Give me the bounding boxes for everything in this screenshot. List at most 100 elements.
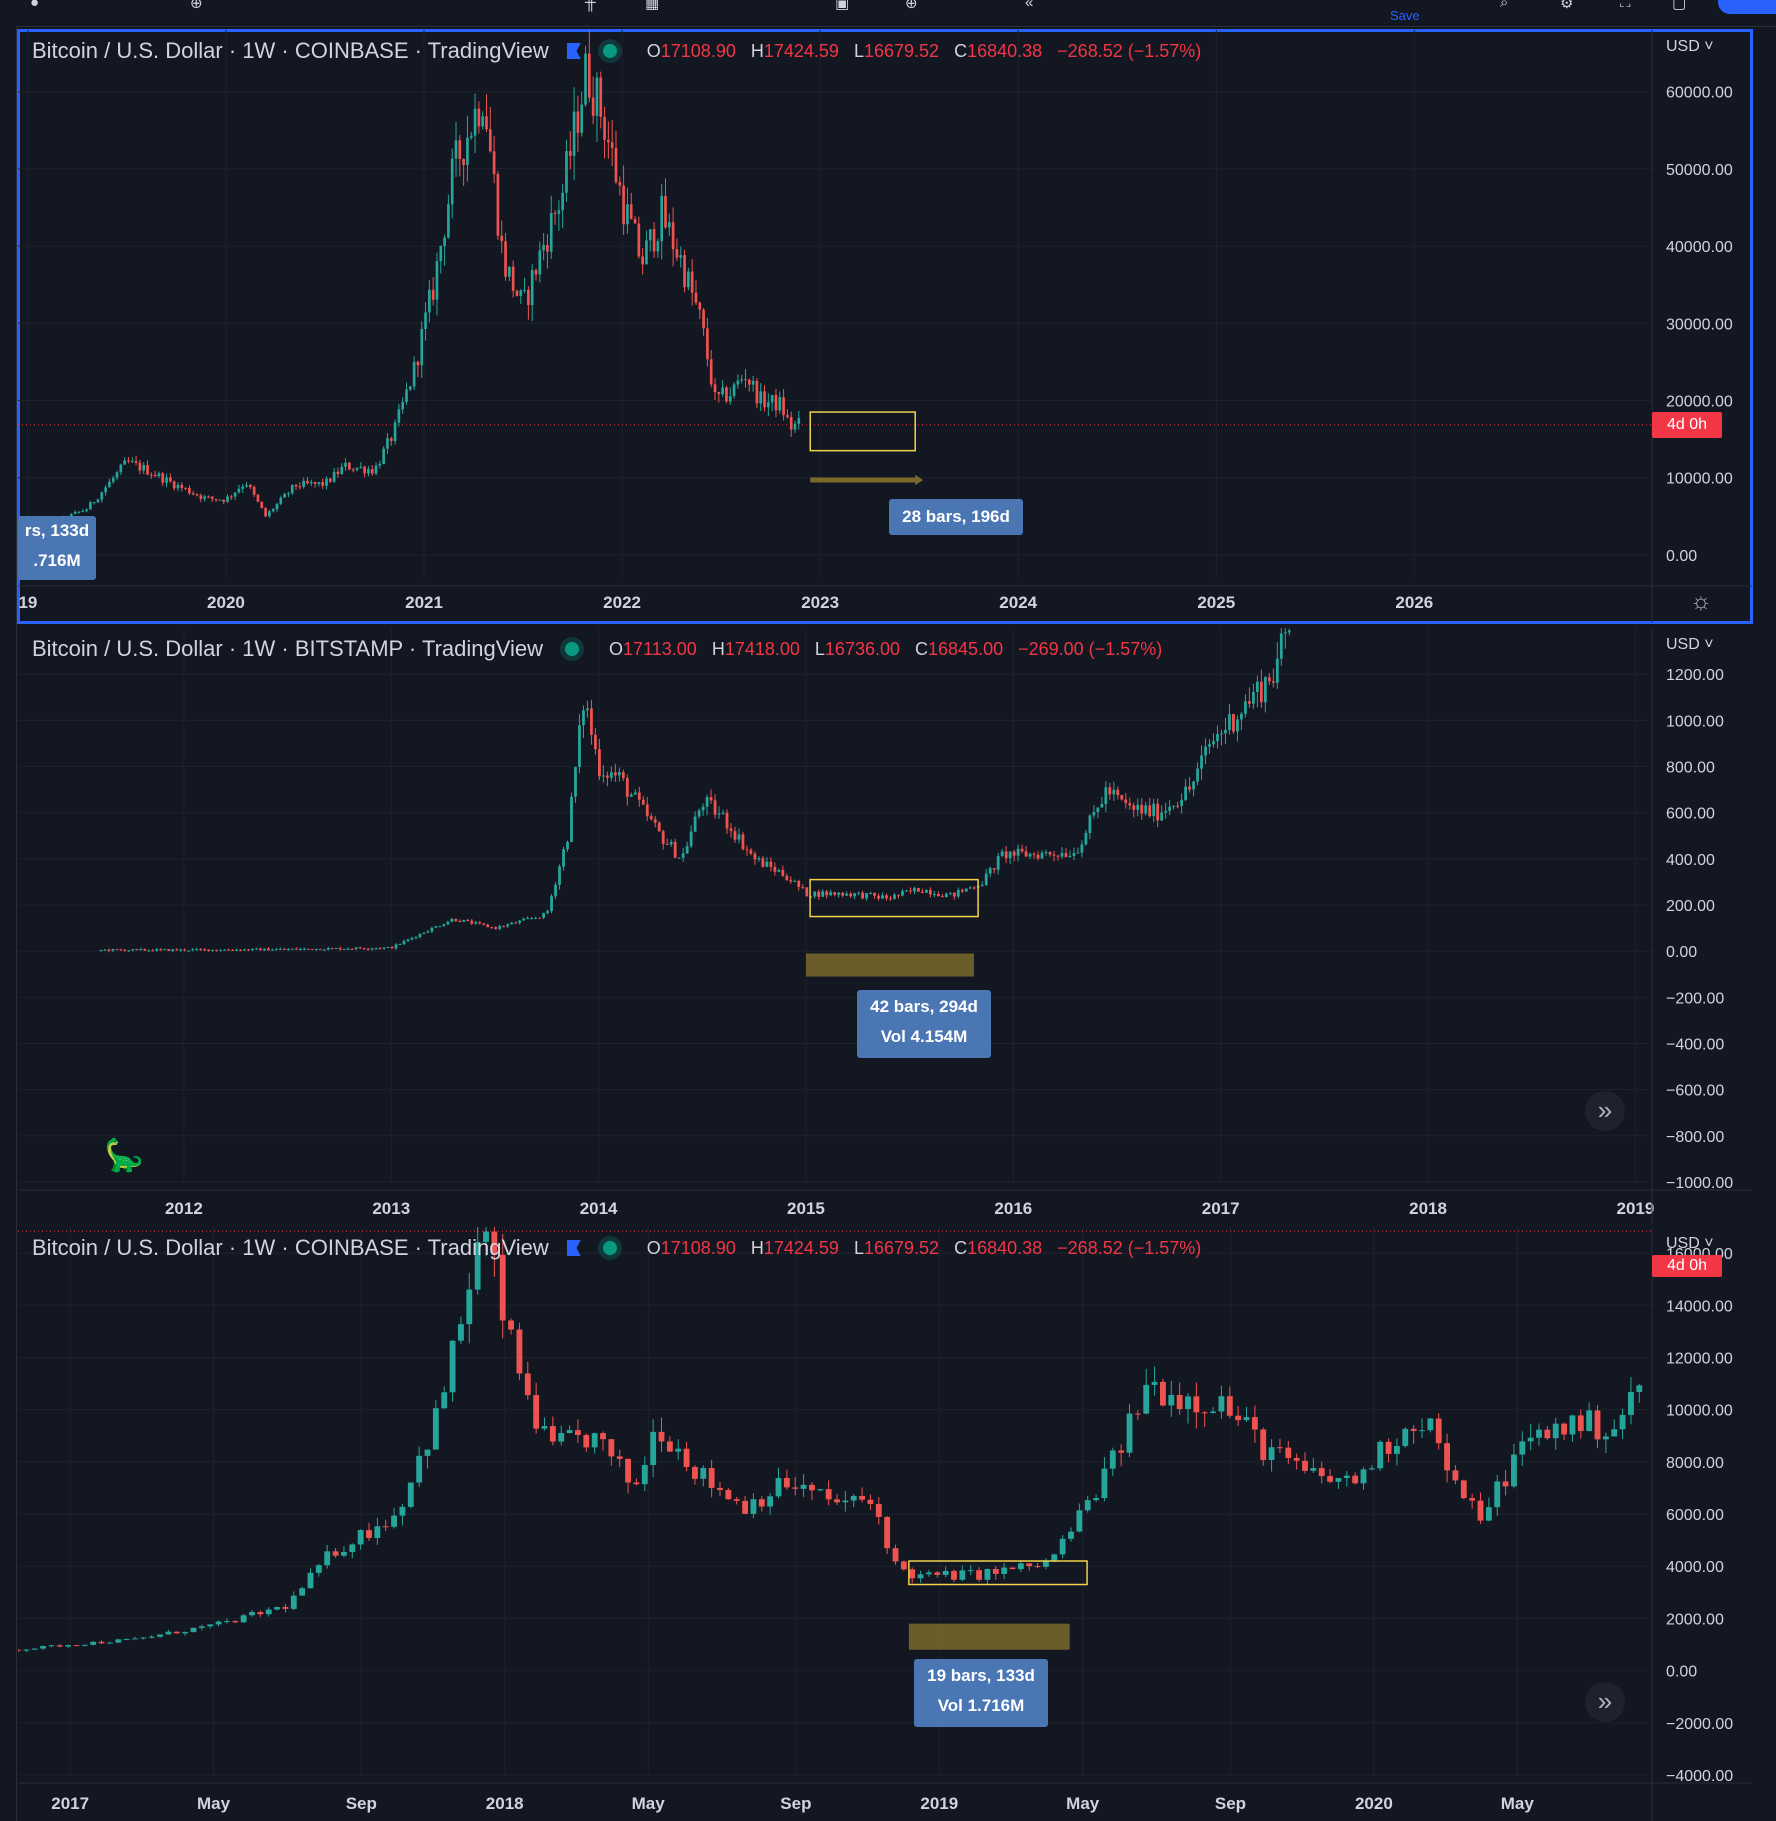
measure-label: 42 bars, 294d Vol 4.154M — [857, 990, 991, 1058]
candle-body — [1160, 1381, 1166, 1406]
candle-body — [286, 949, 290, 951]
chart-canvas[interactable]: 16000.0014000.0012000.0010000.008000.006… — [18, 1227, 1752, 1821]
candle-body — [534, 917, 537, 919]
scroll-to-realtime-button[interactable]: » — [1585, 1682, 1625, 1722]
candle-body — [669, 841, 673, 845]
candle-body — [614, 147, 618, 183]
scroll-to-realtime-button[interactable]: » — [1585, 1091, 1625, 1131]
candle-body — [538, 917, 541, 919]
candle-body — [188, 487, 191, 494]
candle-body — [793, 880, 797, 882]
candle-body — [462, 919, 466, 922]
currency-selector[interactable]: USD ˅ — [1666, 1235, 1714, 1252]
currency-selector[interactable]: USD ˅ — [1666, 38, 1714, 55]
candle-body — [1140, 804, 1144, 814]
candle-body — [702, 309, 705, 329]
candle-body — [829, 892, 833, 896]
candle-body — [1168, 806, 1172, 811]
currency-selector[interactable]: USD ˅ — [1666, 636, 1714, 653]
candle-body — [73, 1645, 80, 1647]
candle-body — [793, 423, 797, 430]
candle-body — [515, 290, 519, 296]
chart-pane-bitstamp-middle[interactable]: 1200.00 1000.00 800.00 600.00 400.00 200.00 0.… — [18, 628, 1752, 1224]
candle-body — [605, 775, 609, 778]
candle-body — [728, 396, 732, 402]
candle-body — [641, 799, 645, 805]
candle-body — [694, 292, 698, 303]
candle-body — [524, 1373, 531, 1396]
chart-pane-coinbase-top[interactable]: 60000.00 50000.00 40000.00 30000.00 20000.00… — [17, 29, 1753, 624]
flag-icon[interactable] — [566, 1240, 581, 1256]
candle-body — [666, 1441, 673, 1452]
candle-body — [590, 708, 593, 735]
candle-body — [31, 1648, 38, 1650]
fullscreen-icon[interactable]: ⛶ — [1620, 0, 1631, 11]
y-tick-label: 2000.00 — [1666, 1611, 1724, 1628]
chart-legend: Bitcoin / U.S. Dollar · 1W · COINBASE · … — [32, 1235, 1211, 1261]
symbol-title[interactable]: Bitcoin / U.S. Dollar · 1W · COINBASE · … — [32, 1235, 549, 1260]
candle-body — [546, 911, 549, 914]
candle-body — [781, 870, 785, 876]
candle-body — [618, 182, 622, 186]
search-icon[interactable]: ⌕ — [1500, 0, 1509, 11]
chart-canvas[interactable]: 1200.00 1000.00 800.00 600.00 400.00 200.00 0.… — [18, 628, 1752, 1224]
symbol-title[interactable]: Bitcoin / U.S. Dollar · 1W · BITSTAMP · … — [32, 636, 544, 661]
candle-body — [1452, 1470, 1459, 1481]
indicators-icon[interactable]: ▦ — [645, 0, 660, 12]
candle-body — [942, 1570, 949, 1575]
symbol-logo-icon[interactable]: ● — [30, 0, 40, 11]
candle-body — [175, 949, 179, 951]
add-symbol-icon[interactable]: ⊕ — [190, 0, 203, 12]
candle-body — [1394, 1445, 1400, 1454]
publish-button[interactable] — [1718, 0, 1776, 14]
close-value: 16845.00 — [928, 638, 1004, 659]
symbol-title[interactable]: Bitcoin / U.S. Dollar · 1W · COINBASE · … — [32, 38, 549, 63]
candle-body — [842, 1500, 849, 1503]
candle-body — [554, 884, 557, 897]
settings-icon[interactable]: ⚙ — [1560, 0, 1574, 12]
candle-body — [1008, 851, 1012, 859]
snapshot-icon[interactable]: ▢ — [1672, 0, 1687, 12]
candle-body — [1275, 658, 1279, 683]
candle-body — [1101, 1468, 1108, 1499]
layout-icon[interactable]: ▣ — [835, 0, 850, 12]
candle-body — [1032, 853, 1036, 855]
candle-body — [1260, 1429, 1267, 1461]
candle-body — [1251, 1417, 1258, 1430]
candle-body — [741, 834, 745, 850]
candle-body — [740, 379, 744, 381]
replay-icon[interactable]: « — [1025, 0, 1034, 11]
candle-body — [271, 509, 275, 512]
x-tick-label: Sep — [780, 1794, 811, 1813]
x-tick-label: 2022 — [603, 593, 641, 612]
chart-canvas[interactable]: 60000.00 50000.00 40000.00 30000.00 20000.00… — [18, 30, 1752, 623]
candle-body — [294, 948, 298, 950]
candle-body — [263, 948, 266, 951]
alert-icon[interactable]: ⊕ — [905, 0, 918, 12]
candle-body — [893, 894, 896, 899]
candle-body — [1271, 681, 1275, 683]
candle-body — [1244, 701, 1247, 714]
candle-body — [706, 328, 709, 360]
save-button[interactable]: Save — [1390, 8, 1420, 23]
candle-body — [111, 949, 115, 951]
candle-body — [426, 931, 430, 933]
chart-pane-coinbase-bottom[interactable]: 16000.0014000.0012000.0010000.008000.006… — [18, 1227, 1752, 1821]
candle-body — [1586, 1410, 1593, 1432]
candle-body — [1168, 1395, 1175, 1406]
candle-body — [469, 135, 473, 138]
candle-body — [290, 484, 294, 494]
candle-body — [1020, 848, 1024, 852]
flag-icon[interactable] — [566, 43, 581, 59]
candle-body — [1628, 1392, 1634, 1415]
candle-body — [591, 97, 595, 116]
candle-body — [511, 266, 515, 291]
chart-settings-icon[interactable]: ☼ — [1690, 588, 1712, 615]
chart-type-icon[interactable]: ╫ — [585, 0, 596, 11]
candle-body — [374, 1526, 381, 1538]
candle-body — [546, 245, 549, 252]
candle-body — [211, 949, 214, 951]
candle-body — [350, 948, 354, 950]
candle-body — [1410, 1428, 1417, 1431]
candle-body — [314, 948, 318, 950]
